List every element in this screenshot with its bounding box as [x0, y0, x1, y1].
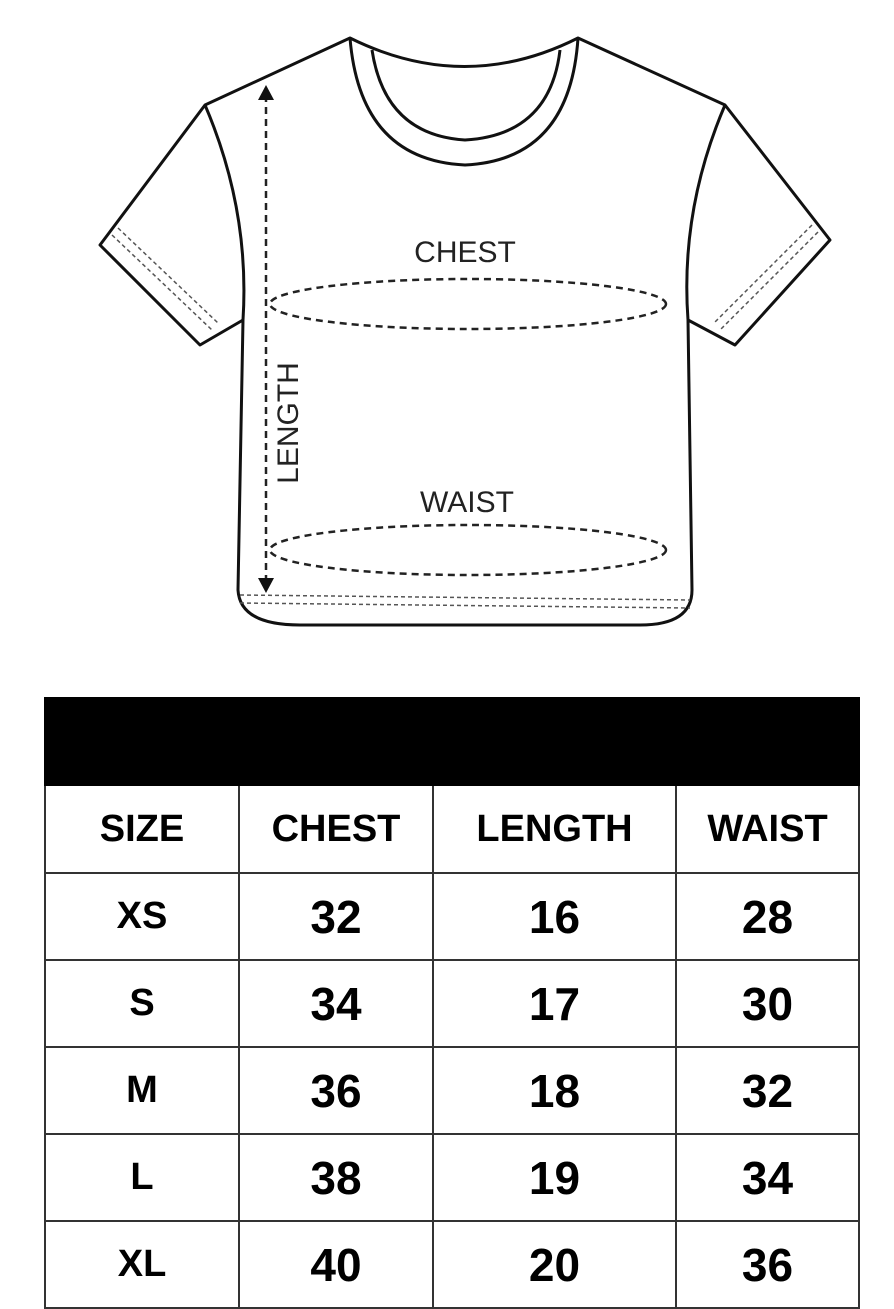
value-cell: 32 [675, 1046, 860, 1135]
tshirt-outline [98, 36, 832, 627]
size-cell: M [44, 1046, 240, 1135]
value-cell: 16 [432, 872, 677, 961]
title-row: SIZE CHART [44, 697, 860, 786]
chest-label: CHEST [414, 236, 516, 269]
size-chart-title: SIZE CHART [44, 697, 860, 786]
value-cell: 38 [238, 1133, 434, 1222]
left-armhole-seam [203, 104, 246, 321]
length-label: LENGTH [272, 362, 305, 484]
value-cell: 36 [675, 1220, 860, 1309]
stitching [111, 224, 819, 609]
table-row: L 38 19 34 [44, 1133, 860, 1222]
value-cell: 36 [238, 1046, 434, 1135]
table-row: XL 40 20 36 [44, 1220, 860, 1309]
table-row: M 36 18 32 [44, 1046, 860, 1135]
right-armhole-seam [685, 104, 727, 321]
column-header: CHEST [238, 784, 434, 874]
value-cell: 40 [238, 1220, 434, 1309]
value-cell: 32 [238, 872, 434, 961]
value-cell: 17 [432, 959, 677, 1048]
size-cell: XL [44, 1220, 240, 1309]
table-body: XS 32 16 28 S 34 17 30 M 36 18 32 L 38 19 34 XL 40 20 36 [44, 872, 860, 1309]
column-header: LENGTH [432, 784, 677, 874]
table-row: S 34 17 30 [44, 959, 860, 1048]
collar [348, 37, 580, 167]
value-cell: 28 [675, 872, 860, 961]
size-chart-table: SIZE CHART SIZE CHEST LENGTH WAIST XS 32 1… [44, 697, 860, 1309]
size-cell: XS [44, 872, 240, 961]
value-cell: 30 [675, 959, 860, 1048]
size-cell: S [44, 959, 240, 1048]
value-cell: 19 [432, 1133, 677, 1222]
chest-measure-ellipse [268, 277, 668, 331]
value-cell: 34 [675, 1133, 860, 1222]
header-row: SIZE CHEST LENGTH WAIST [44, 784, 860, 874]
waist-label: WAIST [420, 486, 514, 519]
collar-inner [370, 49, 562, 142]
value-cell: 34 [238, 959, 434, 1048]
waist-measure-ellipse [268, 523, 668, 577]
size-cell: L [44, 1133, 240, 1222]
column-header: WAIST [675, 784, 860, 874]
column-header: SIZE [44, 784, 240, 874]
value-cell: 18 [432, 1046, 677, 1135]
table-row: XS 32 16 28 [44, 872, 860, 961]
value-cell: 20 [432, 1220, 677, 1309]
tshirt-diagram: CHEST WAIST LENGTH [98, 36, 832, 627]
